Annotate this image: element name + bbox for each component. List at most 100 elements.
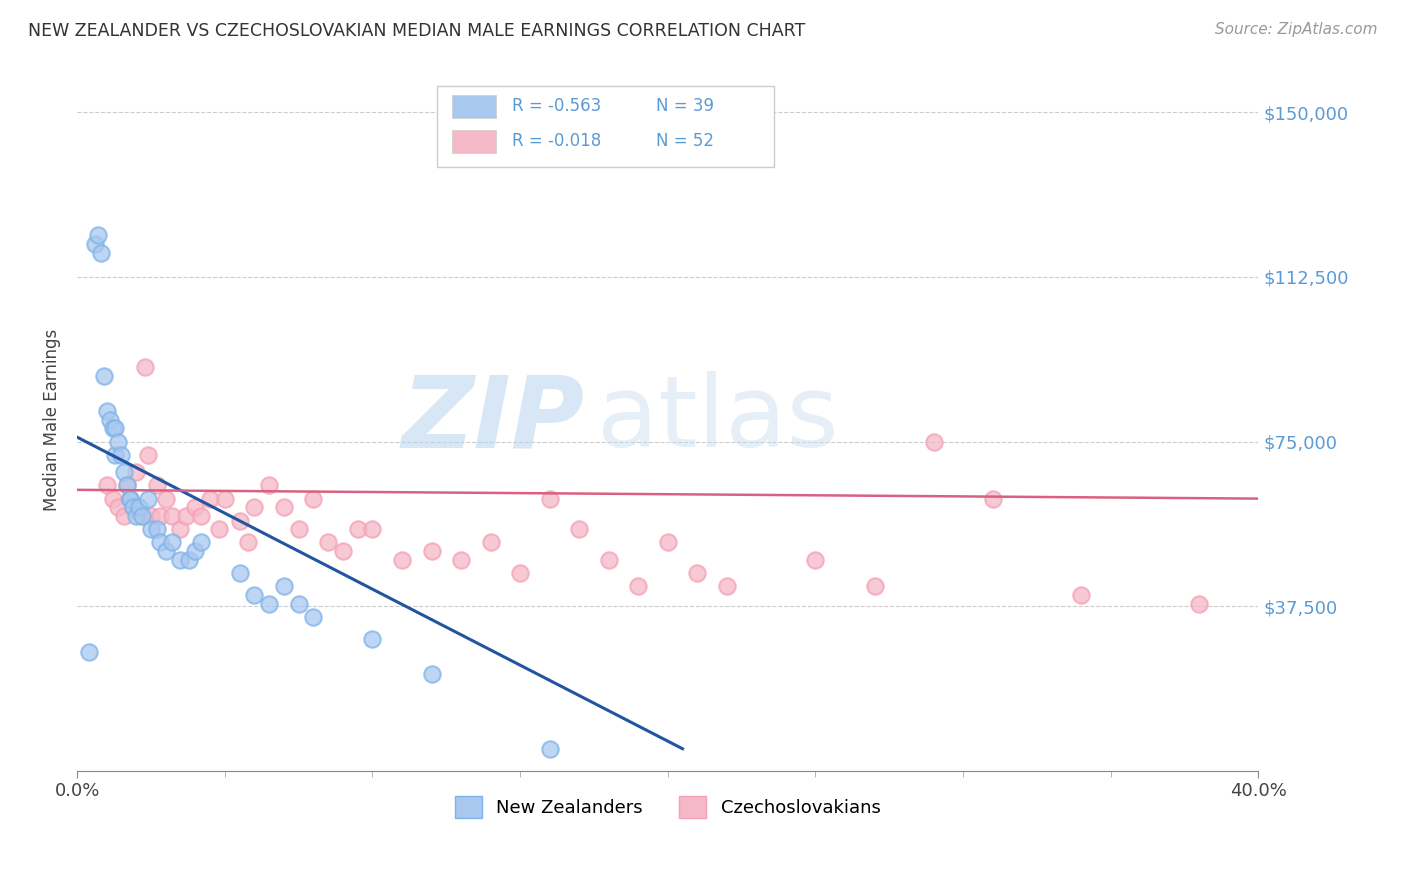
FancyBboxPatch shape — [451, 95, 496, 119]
Point — [228, 566, 250, 581]
Text: NEW ZEALANDER VS CZECHOSLOVAKIAN MEDIAN MALE EARNINGS CORRELATION CHART: NEW ZEALANDER VS CZECHOSLOVAKIAN MEDIAN … — [28, 22, 806, 40]
Point — [568, 522, 591, 536]
Point — [90, 245, 112, 260]
Point — [538, 741, 561, 756]
Point — [346, 522, 368, 536]
Text: atlas: atlas — [598, 371, 838, 468]
Point — [96, 404, 118, 418]
Point — [509, 566, 531, 581]
Point — [104, 448, 127, 462]
Point — [361, 632, 384, 646]
Point — [208, 522, 231, 536]
Point — [139, 522, 162, 536]
Point — [125, 465, 148, 479]
Legend: New Zealanders, Czechoslovakians: New Zealanders, Czechoslovakians — [447, 789, 887, 825]
Point — [302, 610, 325, 624]
Point — [131, 509, 153, 524]
Point — [598, 553, 620, 567]
Point — [243, 588, 266, 602]
Point — [332, 544, 354, 558]
Point — [190, 535, 212, 549]
Point — [110, 448, 132, 462]
Point — [391, 553, 413, 567]
Point — [128, 500, 150, 515]
FancyBboxPatch shape — [437, 86, 775, 167]
Point — [120, 491, 142, 506]
Text: R = -0.018: R = -0.018 — [512, 132, 602, 150]
Point — [1188, 597, 1211, 611]
Point — [420, 544, 443, 558]
Point — [361, 522, 384, 536]
Point — [122, 500, 145, 515]
Text: N = 52: N = 52 — [657, 132, 714, 150]
Point — [107, 500, 129, 515]
Text: ZIP: ZIP — [402, 371, 585, 468]
Point — [131, 509, 153, 524]
Point — [96, 478, 118, 492]
Point — [122, 500, 145, 515]
Point — [104, 421, 127, 435]
Point — [179, 553, 201, 567]
Point — [146, 522, 169, 536]
Point — [287, 597, 309, 611]
Point — [169, 522, 191, 536]
Point — [169, 553, 191, 567]
Point — [190, 509, 212, 524]
Point — [420, 667, 443, 681]
Point — [160, 509, 183, 524]
Point — [273, 500, 295, 515]
Point — [146, 478, 169, 492]
Text: R = -0.563: R = -0.563 — [512, 96, 602, 115]
Point — [273, 579, 295, 593]
Point — [184, 500, 207, 515]
FancyBboxPatch shape — [451, 130, 496, 153]
Point — [117, 478, 139, 492]
Point — [922, 434, 945, 449]
Point — [101, 421, 124, 435]
Point — [657, 535, 679, 549]
Point — [101, 491, 124, 506]
Y-axis label: Median Male Earnings: Median Male Earnings — [44, 328, 60, 511]
Point — [87, 228, 110, 243]
Point — [155, 544, 177, 558]
Point — [538, 491, 561, 506]
Point — [93, 368, 115, 383]
Point — [302, 491, 325, 506]
Point — [98, 412, 121, 426]
Point — [863, 579, 886, 593]
Point — [136, 448, 159, 462]
Point — [686, 566, 709, 581]
Point — [479, 535, 502, 549]
Point — [125, 509, 148, 524]
Point — [257, 597, 280, 611]
Point — [198, 491, 221, 506]
Point — [450, 553, 472, 567]
Point — [184, 544, 207, 558]
Point — [160, 535, 183, 549]
Point — [228, 514, 250, 528]
Point — [149, 509, 172, 524]
Point — [981, 491, 1004, 506]
Point — [155, 491, 177, 506]
Point — [117, 478, 139, 492]
Point — [120, 491, 142, 506]
Point — [243, 500, 266, 515]
Point — [83, 237, 105, 252]
Text: Source: ZipAtlas.com: Source: ZipAtlas.com — [1215, 22, 1378, 37]
Point — [149, 535, 172, 549]
Point — [112, 465, 135, 479]
Point — [804, 553, 827, 567]
Point — [112, 509, 135, 524]
Point — [257, 478, 280, 492]
Point — [316, 535, 339, 549]
Point — [214, 491, 236, 506]
Text: N = 39: N = 39 — [657, 96, 714, 115]
Point — [176, 509, 198, 524]
Point — [134, 359, 156, 374]
Point — [136, 491, 159, 506]
Point — [627, 579, 650, 593]
Point — [716, 579, 738, 593]
Point — [1070, 588, 1092, 602]
Point — [77, 645, 100, 659]
Point — [238, 535, 260, 549]
